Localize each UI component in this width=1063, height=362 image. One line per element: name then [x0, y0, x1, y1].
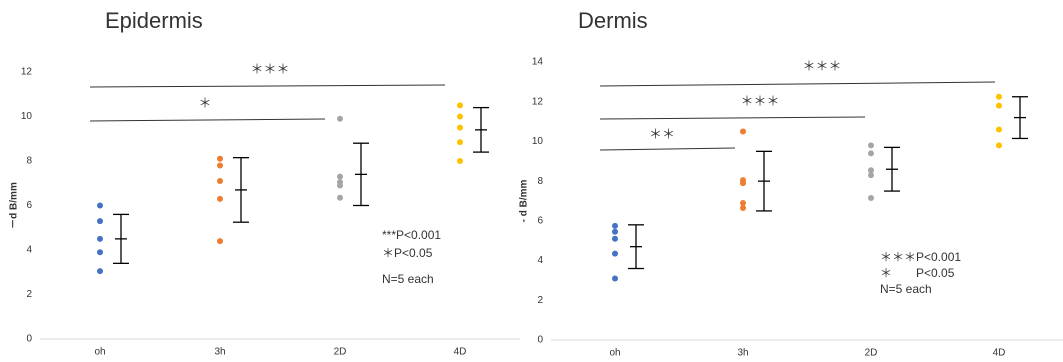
y-tick-label: 12: [21, 67, 33, 78]
point: [996, 142, 1002, 149]
y-tick-label: 6: [26, 200, 32, 211]
x-tick-label: 4D: [454, 347, 467, 358]
note: ＊＊＊P<0.001: [880, 250, 961, 264]
point: [97, 235, 103, 242]
error-bar: [628, 224, 644, 270]
point: [457, 124, 463, 131]
error-bar: [1012, 96, 1028, 140]
note: N=5 each: [880, 282, 932, 296]
error-bar: [884, 146, 900, 192]
x-tick-label: 2D: [865, 348, 878, 359]
significance-line: [599, 81, 996, 87]
point: [740, 128, 746, 135]
x-tick-label: 3h: [737, 348, 748, 359]
y-axis-label: －d B/mm: [9, 182, 20, 229]
point: [217, 195, 223, 202]
x-tick-label: oh: [94, 347, 105, 358]
significance-line: [599, 116, 866, 120]
point: [457, 139, 463, 146]
significance-line: [599, 147, 736, 151]
point: [217, 178, 223, 185]
point: [740, 199, 746, 206]
note: ＊ P<0.05: [880, 266, 955, 280]
x-tick-label: 2D: [334, 347, 347, 358]
y-tick-label: 2: [537, 295, 543, 306]
point: [97, 202, 103, 209]
point: [457, 113, 463, 120]
point: [217, 155, 223, 162]
point: [996, 126, 1002, 133]
x-tick-label: 3h: [214, 347, 225, 358]
point: [97, 249, 103, 256]
point: [337, 173, 343, 180]
chart-title: Dermis: [578, 8, 648, 33]
note: ＊P<0.05: [382, 246, 433, 260]
y-tick-label: 10: [532, 136, 544, 147]
point: [740, 204, 746, 211]
significance-label: ＊＊＊: [250, 61, 289, 76]
chart-title: Epidermis: [105, 8, 203, 33]
point: [612, 275, 618, 282]
point: [217, 238, 223, 245]
point: [612, 250, 618, 257]
point: [740, 180, 746, 187]
error-bar: [113, 213, 129, 265]
point: [337, 115, 343, 122]
point: [868, 172, 874, 179]
point: [868, 150, 874, 157]
y-tick-label: 2: [26, 289, 32, 300]
x-tick-label: oh: [609, 348, 620, 359]
error-bar: [353, 142, 369, 207]
y-axis-label: - d B/mm: [519, 180, 530, 223]
y-tick-label: 4: [26, 245, 32, 256]
y-tick-label: 10: [21, 111, 33, 122]
note: N=5 each: [382, 272, 434, 286]
y-tick-label: 0: [26, 334, 32, 345]
point: [457, 102, 463, 109]
y-tick-label: 0: [537, 335, 543, 346]
x-tick-label: 4D: [993, 348, 1006, 359]
significance-label: ＊: [198, 95, 211, 110]
y-tick-label: 8: [537, 176, 543, 187]
point: [996, 93, 1002, 100]
point: [868, 167, 874, 174]
error-bar: [233, 157, 249, 223]
point: [996, 102, 1002, 109]
point: [612, 228, 618, 235]
error-bar: [473, 106, 489, 153]
point: [612, 235, 618, 242]
y-tick-label: 14: [532, 57, 544, 68]
significance-label: ＊＊＊: [802, 58, 841, 73]
y-tick-label: 6: [537, 215, 543, 226]
y-tick-label: 4: [537, 255, 543, 266]
point: [868, 195, 874, 202]
point: [217, 162, 223, 169]
y-tick-label: 12: [532, 96, 544, 107]
point: [457, 158, 463, 164]
point: [337, 182, 343, 189]
point: [612, 222, 618, 229]
significance-label: ＊＊＊: [740, 93, 779, 108]
point: [97, 268, 103, 275]
note: ***P<0.001: [382, 228, 441, 242]
y-tick-label: 8: [26, 156, 32, 167]
significance-line: [89, 84, 446, 88]
error-bar: [756, 150, 772, 212]
point: [337, 194, 343, 201]
significance-line: [89, 118, 326, 122]
point: [97, 218, 103, 225]
significance-label: ＊＊: [649, 126, 675, 141]
point: [868, 142, 874, 149]
